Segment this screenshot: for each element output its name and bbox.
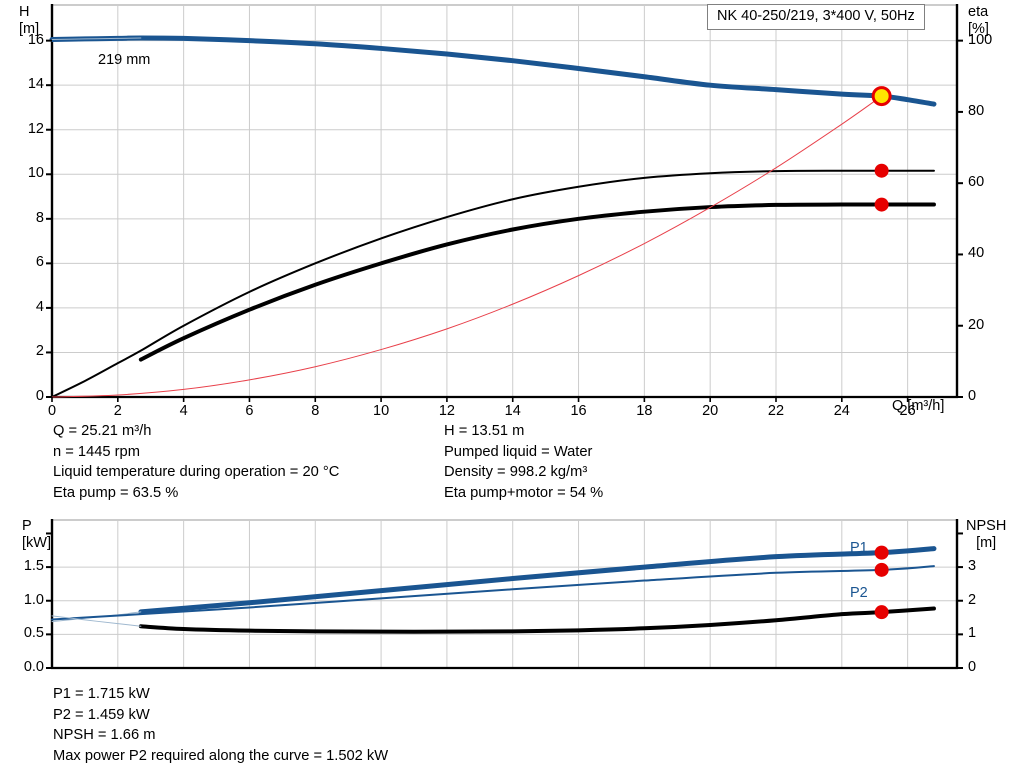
duty-info-right: H = 13.51 m Pumped liquid = Water Densit… (444, 421, 603, 503)
bottom-right-tick-1: 1 (968, 625, 977, 642)
top-right-axis-title-line2: [%] (968, 21, 989, 37)
power-npsh-chart (0, 515, 1024, 680)
top-x-axis-title: Q [m³/h] (892, 398, 945, 414)
top-left-axis-title: H [m] (19, 4, 39, 38)
bottom-right-axis-title: NPSH [m] (966, 518, 1006, 552)
top-left-tick-8: 8 (35, 209, 44, 226)
info-npsh: NPSH = 1.66 m (53, 727, 156, 743)
top-x-tick-4: 4 (179, 403, 188, 419)
bottom-left-axis-title-line2: [kW] (22, 535, 51, 551)
top-left-tick-4: 4 (35, 298, 44, 315)
top-left-tick-16: 16 (27, 31, 44, 48)
top-right-tick-40: 40 (968, 245, 985, 262)
info-head: H = 13.51 m (444, 423, 525, 439)
head-chart-plot (46, 4, 963, 402)
top-left-axis-title-line1: H (19, 4, 30, 20)
top-right-tick-0: 0 (968, 388, 977, 404)
bottom-left-axis-title-line1: P (22, 518, 32, 534)
info-max-power: Max power P2 required along the curve = … (53, 747, 389, 764)
info-eta-pump: Eta pump = 63.5 % (53, 484, 179, 501)
top-x-tick-20: 20 (702, 403, 719, 419)
bottom-right-axis-title-line1: NPSH (966, 518, 1007, 534)
bottom-right-tick-2: 2 (968, 591, 977, 608)
bottom-left-tick-1.0: 1.0 (23, 591, 44, 608)
top-right-tick-20: 20 (968, 316, 985, 333)
top-x-tick-18: 18 (636, 403, 653, 419)
top-left-tick-6: 6 (35, 254, 44, 271)
info-liquid: Pumped liquid = Water (444, 443, 593, 460)
top-right-tick-80: 80 (968, 102, 985, 119)
top-x-tick-10: 10 (373, 403, 390, 419)
top-left-tick-10: 10 (27, 165, 44, 182)
top-right-tick-100: 100 (968, 31, 993, 48)
info-temperature: Liquid temperature during operation = 20… (53, 464, 340, 480)
info-p2: P2 = 1.459 kW (53, 706, 150, 723)
info-speed: n = 1445 rpm (53, 443, 140, 460)
top-x-tick-14: 14 (504, 403, 521, 419)
top-left-tick-12: 12 (27, 120, 44, 137)
power-chart-plot (46, 519, 963, 670)
top-left-axis-title-line2: [m] (19, 21, 40, 37)
bottom-right-axis-title-line2: [m] (976, 535, 997, 551)
top-left-tick-14: 14 (27, 76, 44, 93)
info-flow: Q = 25.21 m³/h (53, 423, 152, 439)
top-x-tick-26: 26 (899, 403, 916, 419)
chart-title-box: NK 40-250/219, 3*400 V, 50Hz (707, 4, 925, 30)
top-right-axis-title-line1: eta (968, 4, 989, 20)
top-x-tick-22: 22 (767, 403, 785, 419)
bottom-right-tick-3: 3 (968, 558, 977, 575)
bottom-right-tick-0: 0 (968, 659, 977, 675)
bottom-left-axis-title: P [kW] (22, 518, 51, 552)
p2-curve-label: P2 (850, 585, 868, 601)
top-x-tick-6: 6 (245, 403, 254, 419)
top-x-tick-12: 12 (438, 403, 455, 419)
top-x-tick-2: 2 (113, 403, 122, 419)
impeller-size-label: 219 mm (98, 52, 151, 68)
info-density: Density = 998.2 kg/m³ (444, 464, 588, 480)
top-x-tick-24: 24 (833, 403, 850, 419)
top-left-tick-0: 0 (35, 388, 44, 404)
bottom-left-tick-0.5: 0.5 (23, 625, 44, 642)
bottom-left-tick-0.0: 0.0 (23, 659, 44, 675)
info-eta-pump-motor: Eta pump+motor = 54 % (444, 484, 604, 501)
power-info: P1 = 1.715 kW P2 = 1.459 kW NPSH = 1.66 … (53, 684, 388, 766)
duty-info-left: Q = 25.21 m³/h n = 1445 rpm Liquid tempe… (53, 421, 339, 503)
top-right-tick-60: 60 (968, 174, 985, 191)
top-x-tick-0: 0 (47, 403, 57, 419)
top-x-tick-16: 16 (570, 403, 587, 419)
top-left-tick-2: 2 (35, 343, 44, 360)
top-x-tick-8: 8 (311, 403, 320, 419)
head-efficiency-chart (46, 4, 963, 402)
bottom-left-tick-1.5: 1.5 (23, 558, 44, 575)
top-right-axis-title: eta [%] (968, 4, 989, 38)
info-p1: P1 = 1.715 kW (53, 686, 150, 702)
p1-curve-label: P1 (850, 540, 868, 556)
